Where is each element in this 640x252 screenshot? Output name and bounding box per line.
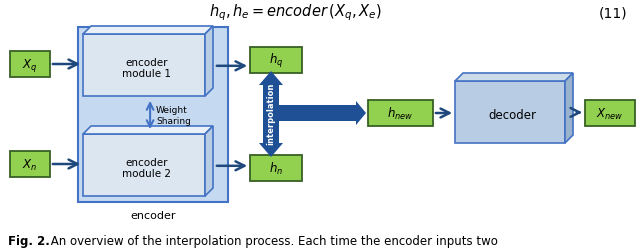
Text: encoder
module 2: encoder module 2: [122, 157, 171, 178]
Polygon shape: [83, 127, 213, 135]
Text: $X_{new}$: $X_{new}$: [596, 106, 624, 121]
Text: encoder
module 1: encoder module 1: [122, 57, 171, 79]
Polygon shape: [259, 72, 283, 86]
FancyBboxPatch shape: [368, 101, 433, 127]
Polygon shape: [83, 135, 205, 196]
Polygon shape: [205, 127, 213, 196]
Polygon shape: [565, 74, 573, 143]
Text: $X_n$: $X_n$: [22, 157, 38, 172]
Text: interpolation: interpolation: [266, 82, 275, 145]
Text: $h_q$: $h_q$: [269, 52, 283, 70]
Text: $h_n$: $h_n$: [269, 160, 283, 176]
Text: decoder: decoder: [488, 108, 536, 121]
FancyBboxPatch shape: [250, 48, 302, 74]
Text: $\boldsymbol{h_q, h_e}$$= encoder\,($$\boldsymbol{X_q, X_e}$$)$: $\boldsymbol{h_q, h_e}$$= encoder\,($$\b…: [209, 3, 381, 23]
FancyBboxPatch shape: [78, 28, 228, 202]
Polygon shape: [83, 27, 213, 35]
FancyBboxPatch shape: [10, 151, 50, 177]
Polygon shape: [83, 35, 205, 97]
Text: $X_q$: $X_q$: [22, 56, 38, 73]
Polygon shape: [263, 84, 279, 145]
Polygon shape: [455, 74, 573, 82]
FancyBboxPatch shape: [10, 52, 50, 78]
Text: Weight
Sharing: Weight Sharing: [156, 106, 191, 125]
Text: (11): (11): [598, 6, 627, 20]
Text: encoder: encoder: [131, 210, 176, 220]
Polygon shape: [279, 102, 366, 125]
Polygon shape: [455, 82, 565, 143]
Text: An overview of the interpolation process. Each time the encoder inputs two: An overview of the interpolation process…: [47, 234, 498, 247]
FancyBboxPatch shape: [250, 155, 302, 181]
FancyBboxPatch shape: [585, 101, 635, 127]
Text: $h_{new}$: $h_{new}$: [387, 106, 413, 121]
Text: Fig. 2.: Fig. 2.: [8, 234, 50, 247]
Polygon shape: [205, 27, 213, 97]
Polygon shape: [259, 143, 283, 158]
